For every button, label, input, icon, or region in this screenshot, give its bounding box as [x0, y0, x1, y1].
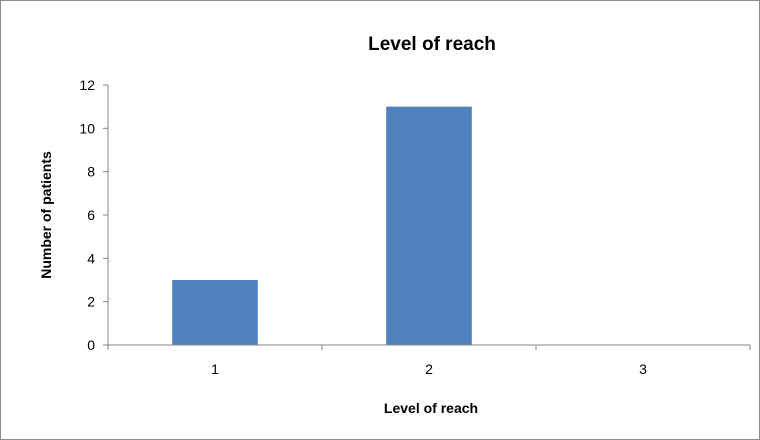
y-axis-title: Number of patients: [38, 151, 54, 279]
x-tick-label: 3: [639, 361, 647, 377]
bars: [172, 106, 472, 346]
y-tick-label: 10: [79, 120, 95, 136]
chart-title: Level of reach: [368, 34, 496, 55]
bar-1: [172, 280, 258, 345]
y-tick-label: 6: [87, 207, 95, 223]
y-axis: 0 2 4 6 8 10 12: [79, 77, 109, 353]
y-tick-label: 4: [87, 250, 95, 266]
x-tick-label: 1: [211, 361, 219, 377]
x-axis: 1 2 3: [107, 344, 751, 377]
y-tick-label: 2: [87, 294, 95, 310]
bar-2: [386, 106, 472, 346]
y-tick-label: 8: [87, 164, 95, 180]
x-tick-label: 2: [425, 361, 433, 377]
y-tick-label: 12: [79, 77, 95, 93]
y-tick-label: 0: [87, 337, 95, 353]
x-axis-title: Level of reach: [384, 400, 478, 416]
